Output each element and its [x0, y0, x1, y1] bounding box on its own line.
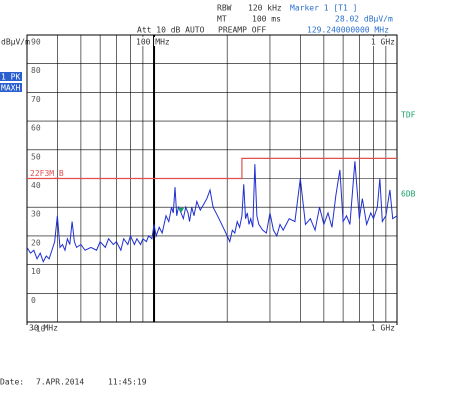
rbw: 120 kHz	[248, 4, 282, 13]
y-tick-label: 0	[31, 296, 36, 305]
marker	[178, 207, 185, 213]
marker-label: Marker 1 [T1 ]	[290, 4, 357, 13]
right-label: 6DB	[401, 190, 416, 199]
y-tick-label: 80	[31, 66, 41, 75]
marker-freq: 129.240000000 MHz	[307, 26, 389, 35]
date: 7.APR.2014	[36, 378, 84, 387]
trace-box	[0, 83, 22, 92]
x-tick-label: 30 MHz	[29, 324, 58, 333]
trace-box	[0, 72, 22, 81]
mt-label: MT	[217, 15, 227, 24]
att: Att 10 dB AUTO	[137, 26, 205, 35]
mt: 100 ms	[252, 15, 281, 24]
date-label: Date:	[0, 378, 24, 387]
top-x-label: 100 MHz	[136, 38, 170, 47]
rbw-label: RBW	[217, 4, 232, 13]
preamp: PREAMP OFF	[218, 26, 266, 35]
top-x-label: 1 GHz	[371, 38, 395, 47]
trace-label: 1 PK	[1, 73, 20, 82]
y-tick-label: 90	[31, 38, 41, 47]
limit-label: 22F3M_B	[30, 169, 64, 178]
y-tick-label: 10	[31, 267, 41, 276]
y-tick-label: 30	[31, 210, 41, 219]
y-tick-label: 70	[31, 95, 41, 104]
trace	[26, 161, 398, 263]
y-tick-label: 20	[31, 238, 41, 247]
limit-line	[27, 157, 397, 180]
y-tick-label: 40	[31, 181, 41, 190]
y-unit: dBµV/m	[1, 38, 30, 47]
trace-label: MAXH	[1, 84, 20, 93]
right-label: TDF	[401, 111, 416, 120]
x-tick-label: 1 GHz	[371, 324, 395, 333]
y-tick-label: 50	[31, 152, 41, 161]
time: 11:45:19	[108, 378, 147, 387]
marker-level: 28.02 dBµV/m	[335, 15, 393, 24]
y-tick-label: -10	[31, 325, 46, 334]
y-tick-label: 60	[31, 124, 41, 133]
